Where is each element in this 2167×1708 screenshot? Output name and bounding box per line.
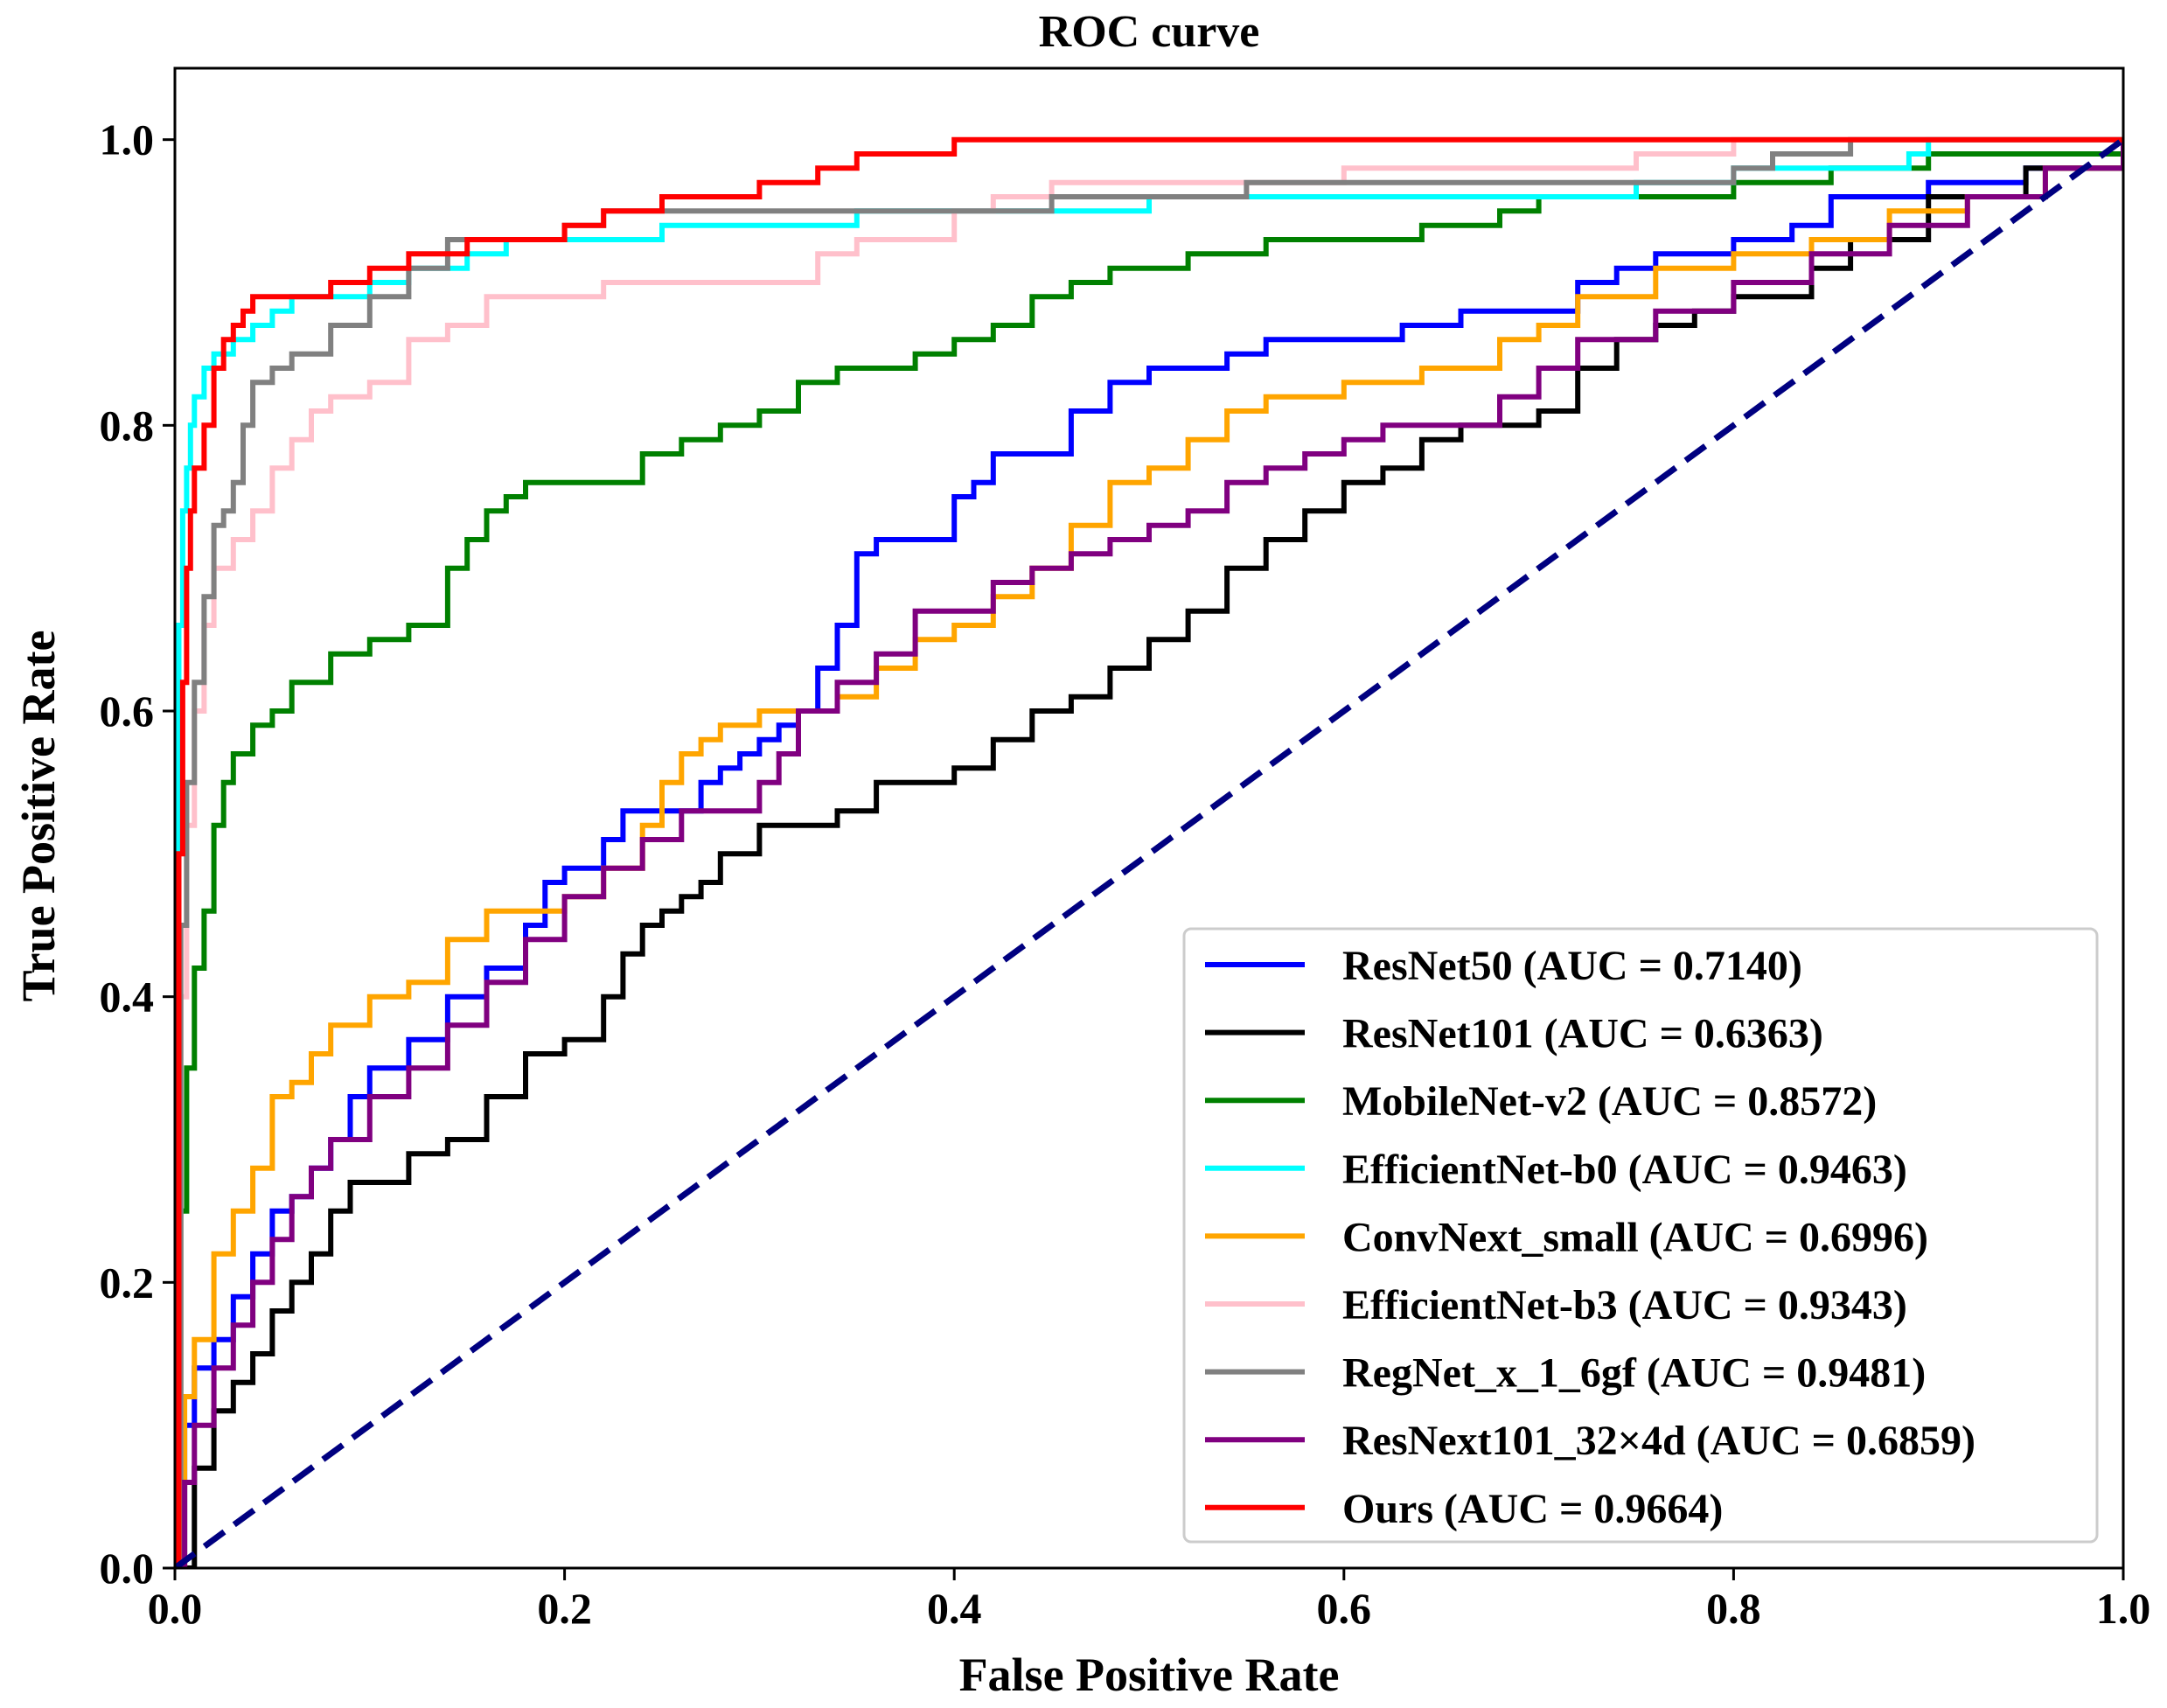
y-tick-label: 0.8: [100, 401, 155, 450]
legend-entry: Ours (AUC = 0.9664): [1342, 1486, 1723, 1532]
legend-entry: ResNext101_32×4d (AUC = 0.6859): [1342, 1418, 1975, 1464]
legend: ResNet50 (AUC = 0.7140) ResNet101 (AUC = …: [1182, 927, 2099, 1544]
x-tick-label: 0.4: [927, 1584, 982, 1633]
chart-title: ROC curve: [1039, 7, 1260, 57]
legend-entry: EfficientNet-b0 (AUC = 0.9463): [1342, 1147, 1907, 1193]
legend-entry: ResNet101 (AUC = 0.6363): [1342, 1011, 1823, 1057]
roc-curves: [175, 136, 2123, 1568]
legend-entry: MobileNet-v2 (AUC = 0.8572): [1342, 1078, 1877, 1125]
plot-frame: [173, 66, 2125, 1570]
y-tick-label: 0.4: [100, 973, 155, 1021]
x-tick-label: 0.2: [537, 1584, 592, 1633]
roc-curve-3: [175, 139, 2123, 1568]
legend-entry: EfficientNet-b3 (AUC = 0.9343): [1342, 1282, 1907, 1328]
legend-box: [1182, 927, 2099, 1544]
roc-curve-9: [175, 136, 2123, 1568]
y-tick-label: 0.2: [100, 1258, 155, 1307]
x-tick-label: 0.6: [1317, 1584, 1372, 1633]
roc-curve-2: [175, 139, 2123, 1568]
roc-curve-8: [175, 139, 2123, 1568]
legend-entry: ResNet50 (AUC = 0.7140): [1342, 943, 1802, 989]
roc-curve-7: [175, 136, 2123, 1568]
y-tick-label: 1.0: [100, 115, 155, 164]
y-axis-label: True Positive Rate: [12, 631, 65, 1002]
axes: 0.0 0.2 0.4 0.6 0.8 1.0 0.0 0.2 0.4 0.6 0.8 1.0: [100, 66, 2151, 1633]
x-tick-label: 1.0: [2096, 1584, 2151, 1633]
legend-entry: RegNet_x_1_6gf (AUC = 0.9481): [1342, 1350, 1926, 1397]
y-tick-label: 0.0: [100, 1544, 155, 1593]
x-tick-label: 0.0: [148, 1584, 203, 1633]
x-axis-label: False Positive Rate: [959, 1649, 1340, 1701]
x-tick-label: 0.8: [1706, 1584, 1761, 1633]
y-tick-label: 0.6: [100, 687, 155, 735]
legend-entry: ConvNext_small (AUC = 0.6996): [1342, 1214, 1928, 1260]
